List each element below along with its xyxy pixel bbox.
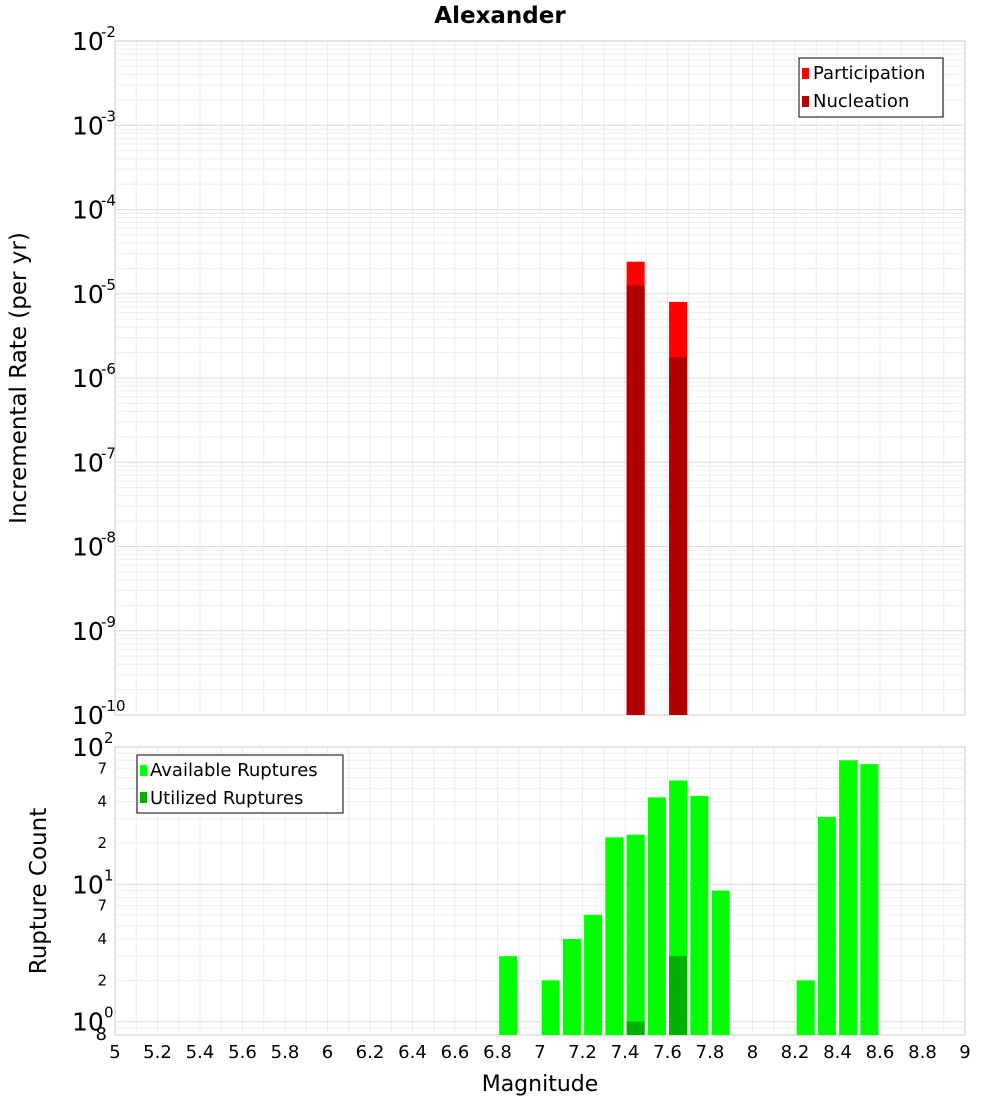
x-tick-label: 6 [322,1042,333,1063]
rate-y-axis-label: Incremental Rate (per yr) [6,232,32,524]
count-bars [499,760,879,1035]
x-tick-label: 5.8 [271,1042,300,1063]
x-tick-label: 7.4 [611,1042,640,1063]
x-axis-label: Magnitude [482,1072,599,1097]
x-tick-label: 5.2 [143,1042,172,1063]
count-y-axis-label: Rupture Count [26,808,52,974]
legend-swatch-available [140,765,147,776]
bar-nucleation [626,285,645,715]
count-y-minor-tick: 7 [97,759,107,777]
count-y-minor-tick: 4 [97,793,107,811]
rate-y-tick-exponent: -3 [101,107,116,125]
rate-y-tick-exponent: -4 [101,192,116,210]
bar-available-ruptures [817,816,836,1035]
x-tick-label: 6.8 [483,1042,512,1063]
rate-y-tick-exponent: -2 [101,23,116,41]
x-tick-label: 9 [959,1042,970,1063]
x-tick-label: 8.6 [866,1042,895,1063]
x-tick-label: 8.8 [908,1042,937,1063]
count-y-tick-base: 10 [72,1008,104,1037]
x-tick-label: 6.2 [356,1042,385,1063]
legend-label-available: Available Ruptures [150,760,318,781]
bar-available-ruptures [541,980,560,1035]
chart-title: Alexander [434,3,566,29]
legend-swatch-participation [802,68,809,79]
bar-available-ruptures [860,764,879,1035]
bar-available-ruptures [605,837,624,1035]
count-y-minor-tick: 2 [97,834,107,852]
rate-y-tick-base: 10 [72,448,104,477]
legend-swatch-utilized [140,792,147,803]
bar-available-ruptures [711,890,730,1035]
count-y-tick-exponent: 1 [104,866,114,884]
x-tick-label: 8.2 [781,1042,810,1063]
x-tick-label: 7 [534,1042,545,1063]
count-y-minor-tick: 7 [97,897,107,915]
bar-available-ruptures [562,939,581,1035]
rate-gridlines [115,41,965,715]
legend-swatch-nucleation [802,96,809,107]
x-tick-label: 5 [109,1042,120,1063]
rate-y-tick-base: 10 [72,617,104,646]
rate-y-tick-exponent: -6 [101,360,116,378]
rate-y-tick-exponent: -5 [101,276,116,294]
magnitude-x-ticks: 5 5.2 5.4 5.6 5.8 6 6.2 6.4 6.6 6.8 7 7.2 7.4 7.6 7.8 8… [109,1042,970,1063]
rate-y-tick-exponent: -10 [101,697,126,715]
count-y-tick-exponent: 0 [104,1004,114,1022]
bar-available-ruptures [584,914,603,1035]
bar-nucleation [669,357,688,715]
legend-label-nucleation: Nucleation [813,91,909,112]
rate-y-tick-base: 10 [72,111,104,140]
rate-bars [626,261,688,715]
x-tick-label: 7.6 [653,1042,682,1063]
rate-y-tick-base: 10 [72,364,104,393]
rate-y-tick-base: 10 [72,27,104,56]
x-tick-label: 7.2 [568,1042,597,1063]
count-y-tick-base: 10 [72,733,104,762]
count-legend-box [136,754,344,814]
rate-y-tick-exponent: -7 [101,444,116,462]
x-tick-label: 6.4 [398,1042,427,1063]
x-tick-label: 8.4 [823,1042,852,1063]
bar-available-ruptures [626,834,645,1035]
bar-utilized-ruptures [626,1021,645,1035]
count-y-tick-base: 10 [72,870,104,899]
count-y-tick-exponent: 2 [104,729,114,747]
count-legend: Available Ruptures Utilized Ruptures [136,754,344,814]
rate-y-tick-base: 10 [72,196,104,225]
rate-y-tick-base: 10 [72,280,104,309]
bar-available-ruptures [839,760,858,1035]
rate-legend: Participation Nucleation [798,57,944,118]
bar-utilized-ruptures [669,956,688,1035]
rate-y-tick-base: 10 [72,533,104,562]
legend-label-participation: Participation [813,63,925,84]
x-tick-label: 7.8 [696,1042,725,1063]
legend-label-utilized: Utilized Ruptures [150,788,303,809]
count-y-minor-tick: 2 [97,971,107,989]
count-y-minor-tick: 4 [97,930,107,948]
bar-available-ruptures [690,795,709,1035]
rate-legend-box [798,57,944,118]
bar-available-ruptures [647,797,666,1035]
bar-available-ruptures [796,980,815,1035]
x-tick-label: 5.6 [228,1042,257,1063]
bar-available-ruptures [499,956,518,1035]
rate-y-tick-exponent: -9 [101,613,116,631]
x-tick-label: 8 [747,1042,758,1063]
x-tick-label: 5.4 [186,1042,215,1063]
x-tick-label: 6.6 [441,1042,470,1063]
rate-y-tick-exponent: -8 [101,529,116,547]
rate-y-tick-base: 10 [72,701,104,730]
count-y-minor-tick: 8 [96,1024,107,1045]
